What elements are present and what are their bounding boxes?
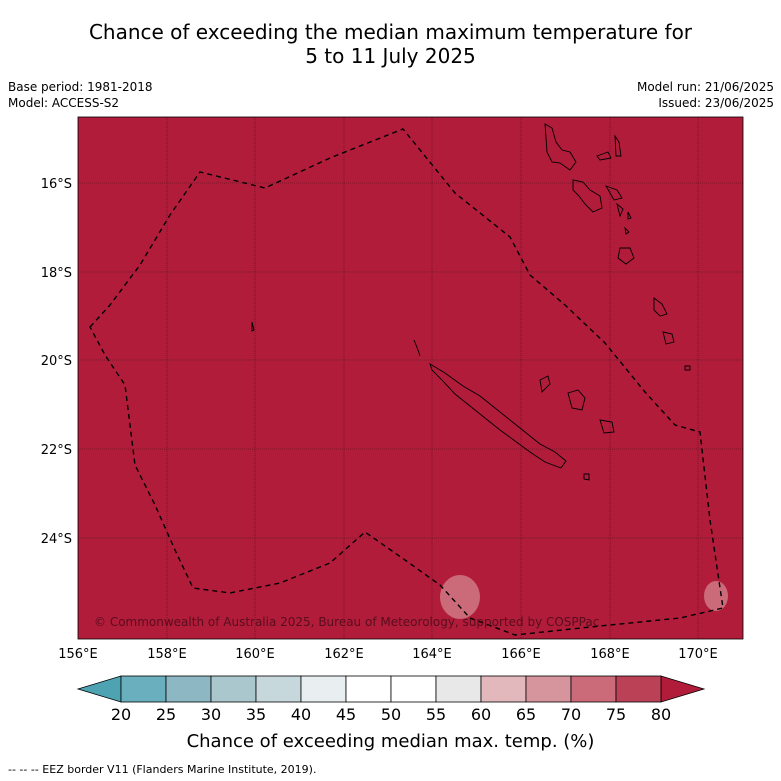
colorbar-tick-label: 60 — [470, 705, 492, 724]
lon-label: 164°E — [412, 647, 452, 662]
eez-border — [89, 128, 724, 636]
colorbar-tick-label: 80 — [650, 705, 672, 724]
colorbar-tick-label: 65 — [515, 705, 537, 724]
lon-label: 168°E — [590, 647, 630, 662]
colorbar-swatch — [480, 675, 527, 703]
lon-label: 170°E — [678, 647, 718, 662]
eez-footnote: -- -- -- EEZ border V11 (Flanders Marine… — [8, 763, 317, 776]
colorbar-tick-label: 40 — [290, 705, 312, 724]
lon-label: 158°E — [147, 647, 187, 662]
anomaly-patch — [704, 581, 728, 611]
colorbar-swatch — [300, 675, 347, 703]
colorbar-tick-label: 75 — [605, 705, 627, 724]
colorbar-tick-label: 55 — [425, 705, 447, 724]
lat-label: 16°S — [41, 177, 72, 192]
coastlines — [251, 123, 691, 481]
map-background — [78, 117, 743, 639]
colorbar-swatch — [255, 675, 302, 703]
lat-label: 20°S — [41, 354, 72, 369]
colorbar-under-arrow — [76, 675, 122, 703]
lon-label: 162°E — [324, 647, 364, 662]
colorbar-tick-label: 45 — [335, 705, 357, 724]
colorbar-swatch — [525, 675, 572, 703]
lon-label: 160°E — [235, 647, 275, 662]
colorbar-swatch — [165, 675, 212, 703]
colorbar-tick-label: 30 — [200, 705, 222, 724]
map-title-line2: 5 to 11 July 2025 — [305, 44, 476, 68]
colorbar-swatch — [210, 675, 257, 703]
lat-label: 22°S — [41, 443, 72, 458]
colorbar — [76, 675, 706, 703]
colorbar-swatch — [390, 675, 437, 703]
map-title-line1: Chance of exceeding the median maximum t… — [88, 20, 693, 44]
map-frame — [77, 116, 744, 640]
colorbar-tick-label: 20 — [110, 705, 132, 724]
issued-date: Issued: 23/06/2025 — [658, 96, 774, 110]
anomaly-patch — [440, 575, 480, 619]
copyright-text: © Commonwealth of Australia 2025, Bureau… — [94, 615, 599, 629]
colorbar-tick-label: 25 — [155, 705, 177, 724]
lon-label: 166°E — [501, 647, 541, 662]
colorbar-tick-label: 35 — [245, 705, 267, 724]
map-gridlines — [78, 117, 743, 639]
colorbar-swatch — [570, 675, 617, 703]
colorbar-swatch — [435, 675, 482, 703]
colorbar-over-arrow — [660, 675, 706, 703]
colorbar-title: Chance of exceeding median max. temp. (%… — [186, 731, 595, 752]
base-period: Base period: 1981-2018 — [8, 80, 153, 94]
lat-label: 18°S — [41, 266, 72, 281]
colorbar-swatch — [345, 675, 392, 703]
lon-label: 156°E — [58, 647, 98, 662]
colorbar-tick-label: 70 — [560, 705, 582, 724]
colorbar-swatch — [615, 675, 662, 703]
colorbar-tick-label: 50 — [380, 705, 402, 724]
model-name: Model: ACCESS-S2 — [8, 96, 120, 110]
lat-label: 24°S — [41, 532, 72, 547]
colorbar-swatch — [120, 675, 167, 703]
model-run: Model run: 21/06/2025 — [636, 80, 774, 94]
